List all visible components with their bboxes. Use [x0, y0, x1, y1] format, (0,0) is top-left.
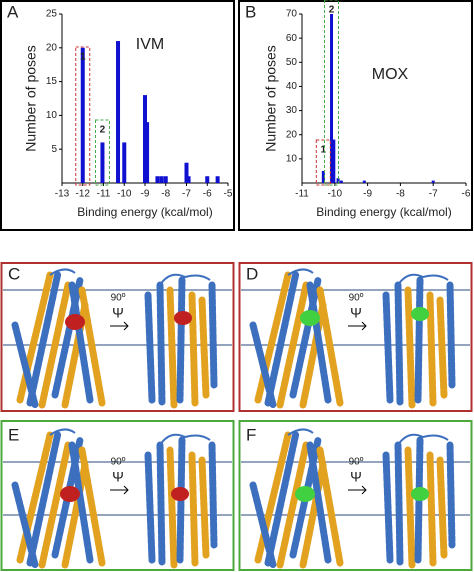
- panel-label: A: [7, 2, 19, 21]
- rotation-angle: 90º: [111, 293, 126, 304]
- x-tick-label: -11: [97, 189, 111, 200]
- y-tick-label: 50: [286, 57, 298, 68]
- x-tick-label: -7: [429, 189, 438, 200]
- rotation-angle: 90º: [349, 457, 364, 468]
- bar: [122, 142, 127, 183]
- x-tick-label: -10: [328, 189, 343, 200]
- x-tick-label: -8: [161, 189, 170, 200]
- annotation: 1: [321, 145, 327, 156]
- bar: [205, 176, 210, 183]
- x-tick-label: -12: [76, 189, 91, 200]
- bar: [184, 162, 189, 183]
- bar: [321, 170, 325, 183]
- y-tick-label: 5: [51, 144, 57, 155]
- annotation: 1: [80, 52, 86, 63]
- x-tick-label: -8: [396, 189, 405, 200]
- annotation: 2: [100, 125, 106, 136]
- bar: [155, 176, 160, 183]
- bar: [163, 176, 168, 183]
- x-axis-label: Binding energy (kcal/mol): [77, 205, 212, 219]
- bar: [215, 176, 220, 183]
- highlight-box: [324, 0, 340, 186]
- x-tick-label: -13: [55, 189, 70, 200]
- bar: [80, 47, 85, 183]
- y-tick-label: 40: [286, 81, 298, 92]
- y-tick-label: 10: [46, 110, 58, 121]
- panel-label: D: [246, 264, 258, 283]
- bar: [330, 14, 334, 183]
- rotation-symbol: Ψ: [350, 305, 362, 321]
- y-tick-label: 30: [286, 105, 298, 116]
- bar: [159, 176, 164, 183]
- x-tick-label: -7: [182, 189, 191, 200]
- x-tick-label: -9: [141, 189, 150, 200]
- panel-e: E 90º Ψ: [0, 420, 235, 571]
- panel-label: B: [245, 2, 256, 21]
- x-axis-label: Binding energy (kcal/mol): [316, 205, 451, 219]
- rotation-angle: 90º: [111, 457, 126, 468]
- panel-d: D 90º Ψ: [238, 262, 473, 412]
- panel-label: F: [246, 425, 256, 444]
- rotation-angle: 90º: [349, 293, 364, 304]
- chart-label: IVM: [136, 36, 164, 53]
- y-tick-label: 60: [286, 33, 298, 44]
- bar: [186, 176, 191, 183]
- annotation: 2: [329, 5, 335, 16]
- bar: [143, 95, 147, 183]
- x-tick-label: -9: [363, 189, 372, 200]
- bar: [145, 122, 150, 183]
- highlight-box: [94, 119, 110, 186]
- x-tick-label: -10: [117, 189, 132, 200]
- bar: [100, 142, 105, 183]
- x-tick-label: -11: [295, 189, 309, 200]
- rotation-symbol: Ψ: [350, 469, 362, 485]
- y-tick-label: 20: [286, 129, 298, 140]
- x-tick-label: -6: [462, 189, 471, 200]
- y-axis-label: Number of poses: [23, 45, 39, 152]
- bar: [339, 180, 343, 183]
- bar: [362, 180, 366, 183]
- y-tick-label: 10: [286, 153, 298, 164]
- highlight-box: [315, 139, 331, 186]
- y-tick-label: 15: [46, 76, 58, 87]
- panel-f: F 90º Ψ: [238, 420, 473, 571]
- bar: [332, 139, 336, 183]
- bar: [336, 178, 340, 183]
- bar: [431, 180, 435, 183]
- x-tick-label: -6: [203, 189, 212, 200]
- x-tick-label: -5: [224, 189, 233, 200]
- rotation-symbol: Ψ: [112, 305, 124, 321]
- highlight-box: [75, 46, 91, 186]
- bar: [116, 41, 121, 183]
- panel-c: C 90º Ψ: [0, 262, 235, 412]
- panel-label: C: [8, 264, 20, 283]
- y-tick-label: 25: [46, 9, 58, 20]
- rotation-symbol: Ψ: [112, 469, 124, 485]
- y-axis-label: Number of poses: [263, 45, 279, 152]
- y-tick-label: 20: [46, 42, 58, 53]
- panel-label: E: [8, 425, 19, 444]
- y-tick-label: 70: [286, 9, 298, 20]
- panel-frame: [238, 0, 473, 231]
- chart-label: MOX: [372, 66, 409, 83]
- panel-frame: [0, 0, 235, 231]
